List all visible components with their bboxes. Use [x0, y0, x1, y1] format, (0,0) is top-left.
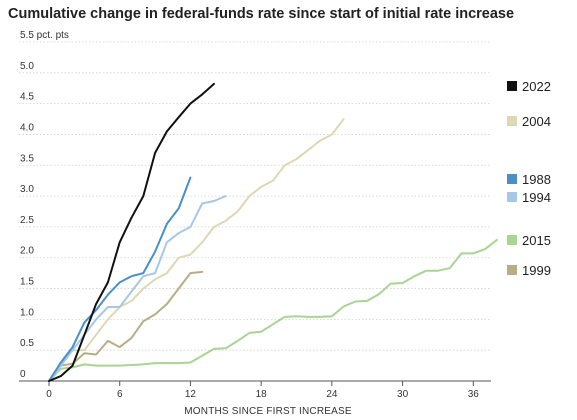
legend: 2022 2004 1988 1994 2015 1999 [507, 79, 551, 278]
legend-swatch-1999 [507, 265, 517, 275]
legend-label-1994: 1994 [522, 190, 551, 205]
series-lines [48, 82, 498, 382]
y-tick-label: 4.0 [20, 122, 34, 133]
x-tick-label: 30 [397, 389, 409, 400]
y-tick-label: 1.5 [20, 277, 34, 288]
y-tick-label: 0 [20, 369, 26, 380]
series-line-1994 [48, 195, 227, 382]
legend-label-1988: 1988 [522, 172, 551, 187]
legend-label-1999: 1999 [522, 263, 551, 278]
y-tick-label: 0.5 [20, 338, 34, 349]
legend-label-2022: 2022 [522, 79, 551, 94]
x-tick-label: 6 [117, 389, 123, 400]
legend-swatch-2022 [507, 81, 517, 91]
legend-label-2004: 2004 [522, 114, 551, 129]
y-tick-label: 3.5 [20, 153, 34, 164]
legend-swatch-1988 [507, 174, 517, 184]
legend-swatch-2004 [507, 116, 517, 126]
y-tick-label: 2.5 [20, 215, 34, 226]
series-line-1988 [48, 176, 192, 382]
legend-label-2015: 2015 [522, 233, 551, 248]
y-tick-label: 4.5 [20, 92, 34, 103]
y-tick-label: 1.0 [20, 307, 34, 318]
x-axis-title: MONTHS SINCE FIRST INCREASE [184, 406, 352, 417]
x-axis-ticks: 0 6 12 18 24 30 36 [46, 381, 479, 400]
x-tick-label: 12 [185, 389, 197, 400]
series-line-2004 [48, 118, 345, 382]
x-tick-label: 36 [468, 389, 480, 400]
series-line-2015 [48, 238, 498, 382]
legend-swatch-1994 [507, 192, 517, 202]
y-tick-label: 2.0 [20, 246, 34, 257]
x-tick-label: 0 [46, 389, 52, 400]
chart-title: Cumulative change in federal-funds rate … [8, 6, 515, 22]
gridlines [19, 41, 491, 382]
y-tick-label: 5.5 pct. pts [20, 30, 69, 41]
y-tick-label: 3.0 [20, 184, 34, 195]
y-axis-ticks: 0 0.5 1.0 1.5 2.0 2.5 3.0 3.5 4.0 4.5 5.0 5.5 pct. … [20, 30, 69, 380]
series-line-2022 [48, 82, 215, 382]
x-tick-label: 24 [326, 389, 338, 400]
y-tick-label: 5.0 [20, 61, 34, 72]
legend-swatch-2015 [507, 235, 517, 245]
x-tick-label: 18 [256, 389, 268, 400]
